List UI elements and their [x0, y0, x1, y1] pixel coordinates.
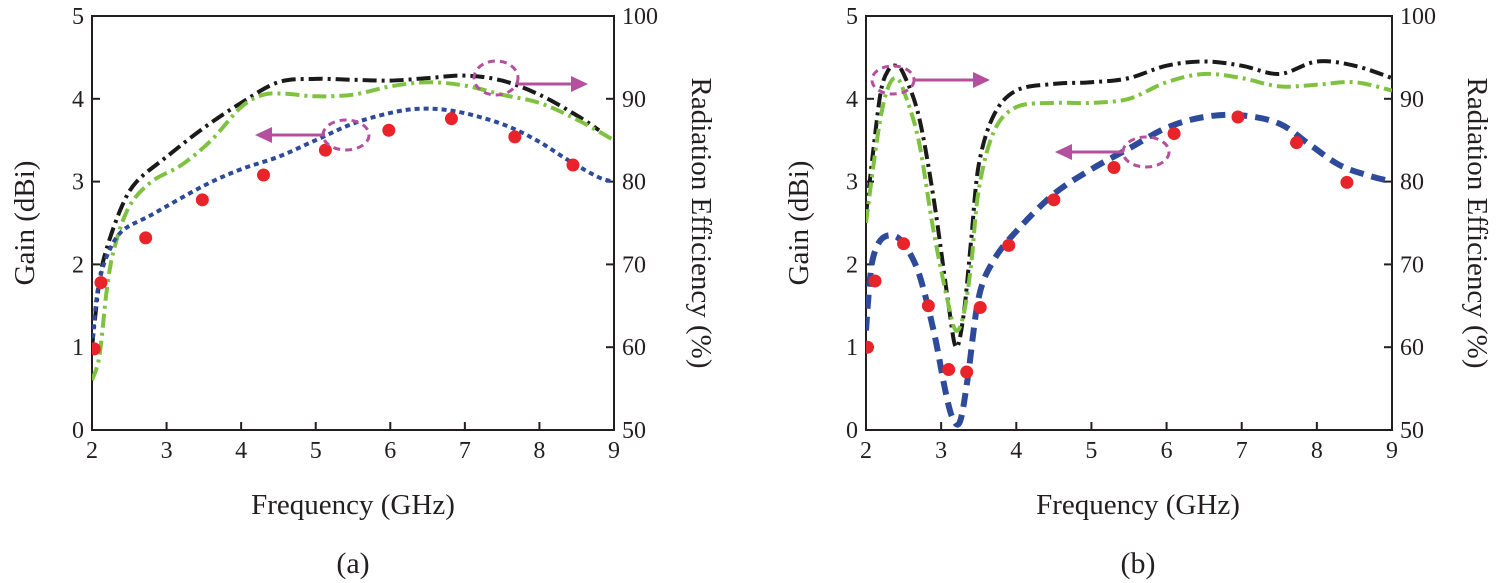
- marker-ellipse-gain: [321, 118, 371, 152]
- x-tick-label: 3: [161, 438, 173, 464]
- panel-b: 2 3 4 5 6 7 8 9 0 1 2 3 4 5 50 60 70 80 90 100 Gain (dBi)…: [783, 4, 1493, 580]
- measured-point: [257, 168, 271, 182]
- y-left-tick-label: 1: [72, 335, 84, 361]
- measured-point: [866, 340, 875, 354]
- measured-point: [382, 123, 396, 137]
- panel-a: 2 3 4 5 6 7 8 9 0 1 2 3 4 5 50 60 70 80 90 100 Gain (dBi)…: [9, 4, 717, 580]
- y-left-tick-label: 3: [846, 170, 858, 196]
- x-tick-label: 7: [459, 438, 471, 464]
- x-tick-label: 5: [310, 438, 322, 464]
- x-tick-label: 7: [1236, 438, 1248, 464]
- arrow-right-head: [571, 76, 588, 92]
- x-tick-label: 2: [860, 438, 872, 464]
- series-efficiency-black: [866, 59, 1392, 350]
- y-axis-title-right: Radiation Efficiency (%): [685, 78, 717, 369]
- series-gain-blue: [92, 106, 614, 348]
- measured-point: [92, 342, 101, 356]
- measured-point: [897, 237, 911, 251]
- x-tick-label: 8: [533, 438, 545, 464]
- y-left-tick-label: 5: [72, 4, 84, 30]
- y-left-tick-label: 2: [72, 252, 84, 278]
- series-efficiency-green: [866, 71, 1392, 333]
- measured-point: [1290, 136, 1304, 150]
- measured-point: [94, 276, 108, 290]
- measured-point: [508, 130, 522, 144]
- measured-point: [1002, 238, 1016, 252]
- x-tick-label: 9: [608, 438, 620, 464]
- x-tick-label: 8: [1311, 438, 1323, 464]
- marker-ellipse-gain: [1121, 135, 1171, 169]
- y-axis-title-right: Radiation Efficiency (%): [1461, 78, 1493, 369]
- measured-point: [921, 299, 935, 313]
- measured-point: [139, 231, 153, 245]
- measured-point: [942, 363, 956, 377]
- series-efficiency-green: [92, 80, 614, 381]
- y-left-tick-label: 1: [846, 335, 858, 361]
- y-right-tick-label: 60: [1400, 335, 1424, 361]
- x-axis-title: Frequency (GHz): [251, 489, 455, 521]
- y-right-tick-label: 100: [1400, 4, 1436, 30]
- y-right-tick-label: 80: [622, 170, 646, 196]
- measured-point: [960, 365, 974, 379]
- measured-point: [1231, 110, 1245, 124]
- x-tick-label: 6: [1161, 438, 1173, 464]
- arrow-left-head: [1055, 144, 1072, 160]
- measured-point: [1340, 175, 1354, 189]
- measured-point: [1167, 127, 1181, 141]
- measured-point: [195, 193, 209, 207]
- y-axis-title-left: Gain (dBi): [9, 161, 41, 286]
- annotations: [255, 59, 588, 152]
- y-axis-title-left: Gain (dBi): [783, 161, 815, 286]
- y-left-tick-label: 4: [72, 87, 84, 113]
- x-tick-label: 4: [235, 438, 247, 464]
- y-left-tick-label: 0: [846, 418, 858, 444]
- y-right-tick-label: 90: [1400, 87, 1424, 113]
- annotations: [870, 64, 1171, 169]
- arrow-right-head: [973, 72, 990, 88]
- series-efficiency-black: [92, 73, 601, 348]
- panel-label: (a): [336, 547, 369, 580]
- y-right-tick-label: 90: [622, 87, 646, 113]
- measured-point: [973, 300, 987, 314]
- y-left-tick-label: 5: [846, 4, 858, 30]
- y-right-tick-label: 50: [622, 418, 646, 444]
- y-left-tick-label: 2: [846, 252, 858, 278]
- marker-ellipse-efficiency: [472, 59, 520, 97]
- x-tick-label: 2: [86, 438, 98, 464]
- x-tick-label: 6: [384, 438, 396, 464]
- y-right-tick-label: 100: [622, 4, 658, 30]
- x-tick-label: 5: [1085, 438, 1097, 464]
- x-axis-title: Frequency (GHz): [1036, 489, 1240, 521]
- y-right-tick-label: 80: [1400, 170, 1424, 196]
- y-right-tick-label: 70: [1400, 252, 1424, 278]
- x-tick-label: 4: [1010, 438, 1022, 464]
- plot-frame: [91, 15, 615, 431]
- y-right-tick-label: 70: [622, 252, 646, 278]
- panel-label: (b): [1121, 547, 1156, 580]
- measured-point: [1047, 193, 1061, 207]
- measured-point: [566, 158, 580, 172]
- arrow-left-head: [255, 127, 272, 143]
- y-left-tick-label: 4: [846, 87, 858, 113]
- x-tick-label: 9: [1386, 438, 1398, 464]
- y-right-tick-label: 60: [622, 335, 646, 361]
- measured-point: [1107, 161, 1121, 175]
- measured-point: [444, 112, 458, 126]
- y-left-tick-label: 3: [72, 170, 84, 196]
- y-left-tick-label: 0: [72, 418, 84, 444]
- measured-point: [318, 143, 332, 157]
- x-tick-label: 3: [935, 438, 947, 464]
- measured-point: [868, 274, 882, 288]
- y-right-tick-label: 50: [1400, 418, 1424, 444]
